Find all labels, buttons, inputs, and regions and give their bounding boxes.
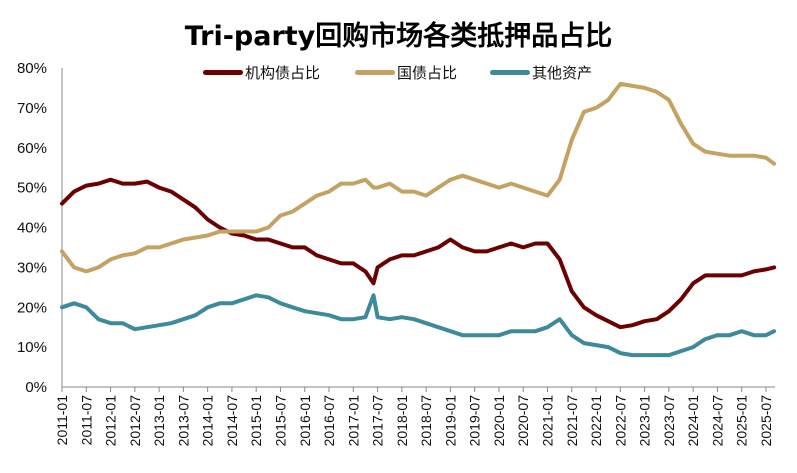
y-tick-label: 30% <box>17 259 47 276</box>
y-tick-label: 40% <box>17 220 47 237</box>
x-tick-label: 2019-01 <box>442 395 458 447</box>
x-tick-label: 2021-01 <box>540 395 556 447</box>
x-tick-label: 2018-07 <box>418 395 434 447</box>
x-tick-label: 2013-01 <box>151 395 167 447</box>
legend-item-institutional: 机构债占比 <box>203 62 320 83</box>
x-tick-label: 2013-07 <box>175 395 191 447</box>
institutional-bond-line <box>60 177 777 330</box>
legend-label-institutional: 机构债占比 <box>245 64 321 82</box>
y-tick-label: 60% <box>17 140 47 157</box>
y-tick-label: 20% <box>17 299 47 316</box>
x-tick-label: 2016-01 <box>297 395 313 447</box>
x-tick-label: 2025-01 <box>734 395 750 447</box>
legend-item-other: 其他资产 <box>490 62 592 83</box>
x-tick-label: 2023-01 <box>637 395 653 447</box>
x-tick-label: 2011-07 <box>78 395 94 446</box>
y-tick-label: 80% <box>17 60 47 77</box>
chart-title: Tri-party回购市场各类抵押品占比 <box>184 21 613 52</box>
x-tick-label: 2016-07 <box>321 395 337 447</box>
x-tick-label: 2022-01 <box>588 395 604 447</box>
x-tick-label: 2020-01 <box>491 395 507 447</box>
legend-swatch-other <box>490 70 530 75</box>
x-tick-label: 2018-01 <box>394 395 410 447</box>
other-assets-line <box>60 293 777 358</box>
legend-label-treasury: 国债占比 <box>397 64 458 82</box>
x-tick-label: 2022-07 <box>612 395 628 447</box>
y-axis: 0% 10% 20% 30% 40% 50% 60% 70% 80% <box>17 60 63 396</box>
y-tick-label: 70% <box>17 100 47 117</box>
y-tick-label: 0% <box>25 379 47 396</box>
x-tick-label: 2025-07 <box>758 395 774 447</box>
x-tick-label: 2014-07 <box>224 395 240 447</box>
x-tick-label: 2012-01 <box>103 395 119 447</box>
x-tick-label: 2015-01 <box>248 395 264 447</box>
x-tick-label: 2017-01 <box>345 395 361 447</box>
x-tick-label: 2012-07 <box>127 395 143 447</box>
x-tick-label: 2024-07 <box>709 395 725 447</box>
x-axis: 2011-01 2011-07 2012-01 2012-07 2013-01 2013-… <box>54 386 775 447</box>
x-tick-label: 2017-07 <box>370 395 386 447</box>
legend: 机构债占比 国债占比 其他资产 <box>0 62 797 84</box>
y-tick-label: 50% <box>17 180 47 197</box>
x-tick-label: 2014-01 <box>200 395 216 447</box>
x-tick-label: 2019-07 <box>467 395 483 447</box>
x-tick-label: 2011-01 <box>54 395 70 446</box>
x-tick-label: 2020-07 <box>515 395 531 447</box>
x-tick-label: 2023-07 <box>661 395 677 447</box>
treasury-line <box>60 81 777 274</box>
y-tick-label: 10% <box>17 339 47 356</box>
x-tick-label: 2015-07 <box>272 395 288 447</box>
series-lines <box>60 81 777 358</box>
legend-label-other: 其他资产 <box>532 64 593 82</box>
x-tick-label: 2021-07 <box>564 395 580 447</box>
legend-swatch-treasury <box>355 70 395 75</box>
legend-swatch-institutional <box>203 70 243 75</box>
x-tick-label: 2024-01 <box>685 395 701 447</box>
legend-item-treasury: 国债占比 <box>355 62 457 83</box>
